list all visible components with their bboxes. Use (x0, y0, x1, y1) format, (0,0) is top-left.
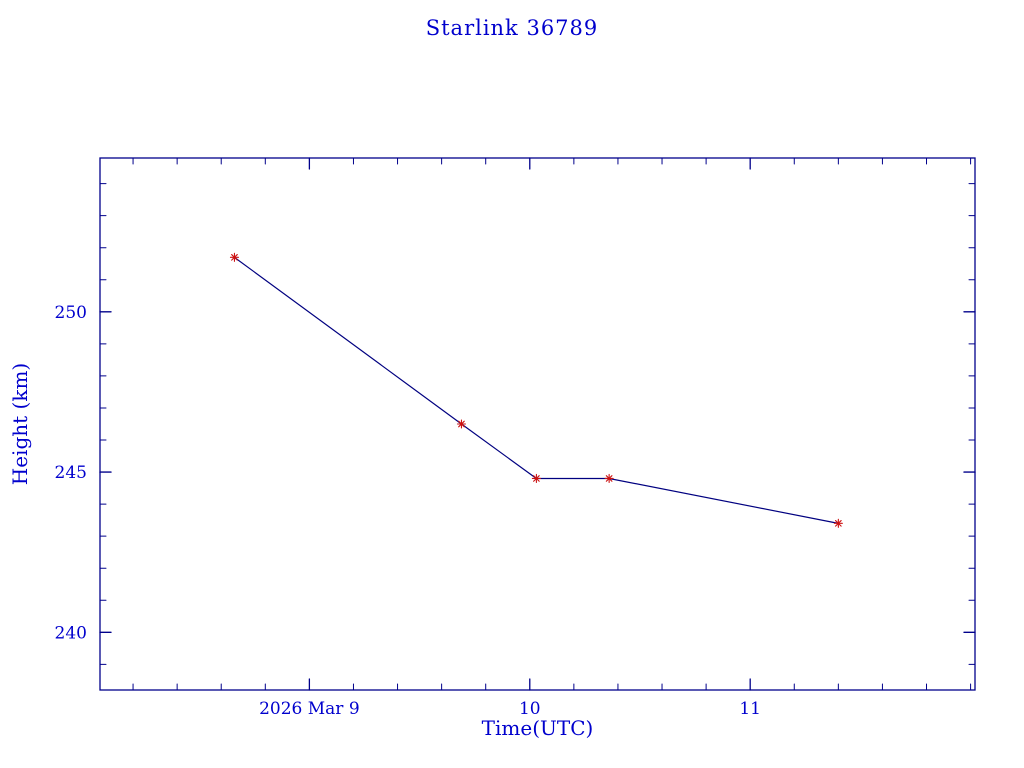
svg-text:11: 11 (739, 699, 761, 719)
svg-text:240: 240 (55, 623, 87, 643)
svg-text:10: 10 (519, 699, 541, 719)
chart-title: Starlink 36789 (425, 16, 599, 40)
svg-text:2026 Mar 9: 2026 Mar 9 (259, 699, 360, 719)
svg-text:250: 250 (55, 303, 87, 323)
x-axis-label: Time(UTC) (481, 716, 594, 740)
svg-text:245: 245 (55, 463, 87, 483)
